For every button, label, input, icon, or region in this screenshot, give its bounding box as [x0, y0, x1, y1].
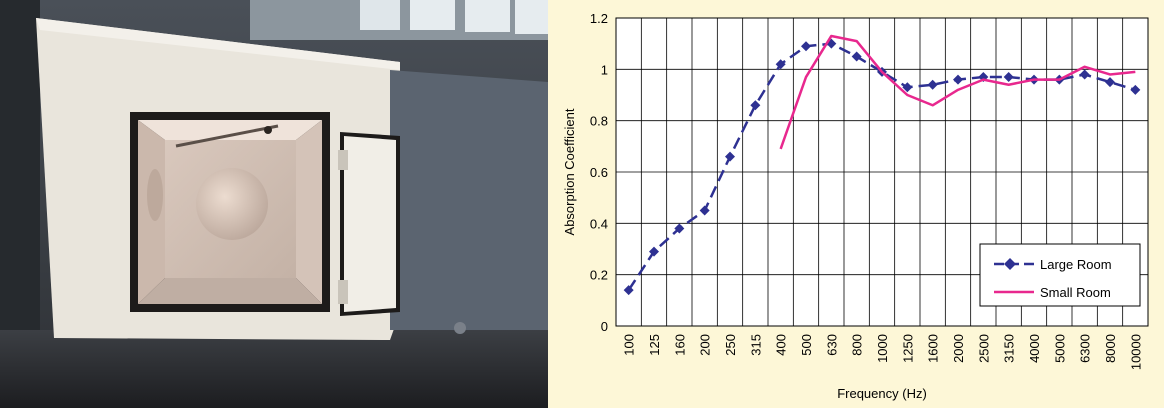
y-tick-label: 1.2 — [590, 11, 608, 26]
x-axis-ticks: 100 125 160 200 250 315 400 500 630 800 1000 1250 16… — [622, 334, 1144, 370]
x-tick-label: 4000 — [1027, 334, 1042, 363]
absorption-coefficient-chart: 0 0.2 0.4 0.6 0.8 1 1.2 100 125 160 200 250 315 400 5… — [548, 0, 1164, 408]
data-point-large-room — [1003, 72, 1014, 83]
x-tick-label: 1600 — [926, 334, 941, 363]
data-point-large-room — [1105, 77, 1115, 88]
data-point-large-room — [1130, 84, 1141, 95]
x-tick-label: 200 — [698, 334, 713, 356]
x-tick-label: 125 — [647, 334, 662, 356]
y-tick-label: 0.2 — [590, 268, 608, 283]
x-axis-title: Frequency (Hz) — [837, 386, 927, 401]
x-tick-label: 630 — [824, 334, 839, 356]
x-tick-label: 5000 — [1052, 334, 1067, 363]
x-tick-label: 3150 — [1002, 334, 1017, 363]
data-point-large-room — [649, 246, 659, 257]
y-tick-label: 0 — [601, 319, 608, 334]
x-tick-label: 10000 — [1128, 334, 1143, 370]
y-tick-label: 1 — [601, 62, 608, 77]
y-tick-label: 0.6 — [590, 165, 608, 180]
x-tick-label: 100 — [622, 334, 637, 356]
data-point-large-room — [801, 41, 811, 52]
y-tick-label: 0.8 — [590, 114, 608, 129]
data-point-large-room — [953, 74, 963, 85]
x-tick-label: 160 — [672, 334, 687, 356]
x-tick-label: 1250 — [900, 334, 915, 363]
legend-box — [979, 243, 1141, 307]
data-point-large-room — [851, 51, 862, 62]
y-axis-ticks: 0 0.2 0.4 0.6 0.8 1 1.2 — [590, 11, 608, 334]
series-group — [623, 34, 1141, 296]
legend-label-large-room: Large Room — [1040, 257, 1112, 272]
data-point-large-room — [674, 223, 685, 234]
data-point-large-room — [775, 59, 786, 70]
data-point-large-room — [699, 205, 710, 216]
data-point-large-room — [902, 82, 913, 93]
grid-lines — [616, 18, 1148, 326]
x-tick-label: 2000 — [951, 334, 966, 363]
series-line-small-room — [779, 34, 1136, 150]
x-tick-label: 8000 — [1103, 334, 1118, 363]
x-tick-label: 315 — [748, 334, 763, 356]
x-tick-label: 500 — [799, 334, 814, 356]
data-point-large-room — [750, 100, 761, 111]
legend-label-small-room: Small Room — [1040, 285, 1111, 300]
y-axis-title: Absorption Coefficient — [562, 108, 577, 235]
x-tick-label: 400 — [774, 334, 789, 356]
x-tick-label: 250 — [723, 334, 738, 356]
data-point-large-room — [927, 79, 938, 90]
x-tick-label: 800 — [850, 334, 865, 356]
data-point-large-room — [725, 151, 735, 162]
reverberation-room-photo — [0, 0, 548, 408]
x-tick-label: 6300 — [1078, 334, 1093, 363]
x-tick-label: 2500 — [976, 334, 991, 363]
y-tick-label: 0.4 — [590, 216, 608, 231]
legend: Large Room Small Room — [979, 243, 1141, 307]
data-point-large-room — [623, 285, 634, 296]
data-point-large-room — [1079, 69, 1090, 80]
x-tick-label: 1000 — [875, 334, 890, 363]
legend-marker-large-room — [1004, 258, 1016, 270]
